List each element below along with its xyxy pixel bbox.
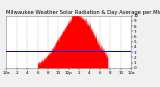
Text: Milwaukee Weather Solar Radiation & Day Average per Minute W/m2 (Today): Milwaukee Weather Solar Radiation & Day …	[6, 10, 160, 15]
